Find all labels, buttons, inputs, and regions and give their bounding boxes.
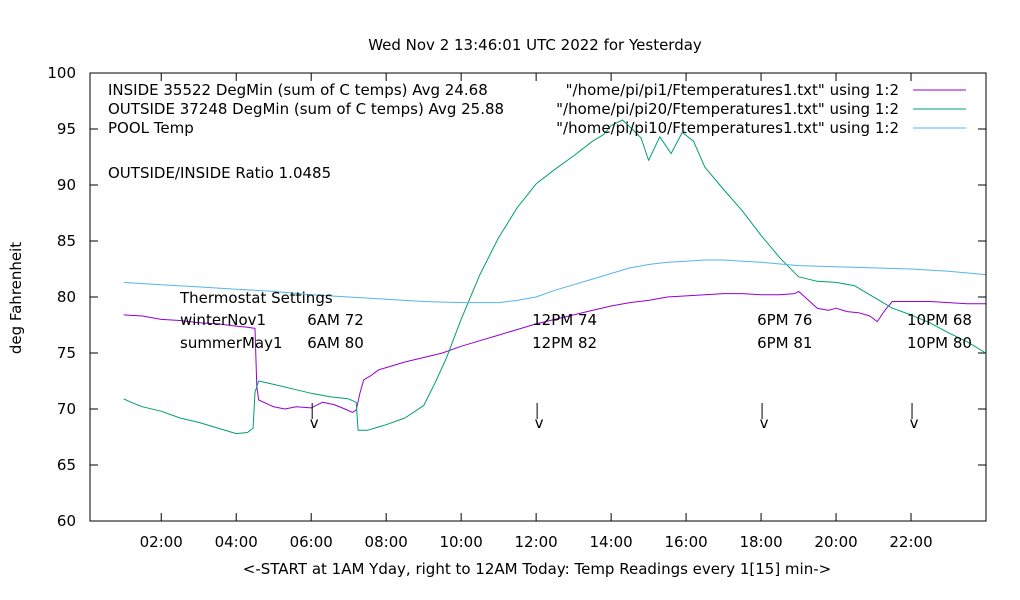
y-tick-label: 80 (57, 288, 76, 306)
x-tick-label: 02:00 (140, 533, 183, 551)
legend: INSIDE 35522 DegMin (sum of C temps) Avg… (108, 81, 966, 137)
series-group (123, 119, 986, 435)
thermostat-row-label: winterNov1 (180, 311, 266, 329)
x-tick-label: 16:00 (664, 533, 707, 551)
y-tick-label: 90 (57, 176, 76, 194)
thermostat-value: 6PM 81 (757, 334, 812, 352)
marker-symbol: v (910, 414, 919, 432)
plot-frame (89, 72, 987, 522)
x-tick-label: 20:00 (814, 533, 857, 551)
thermostat-value: 10PM 68 (907, 311, 972, 329)
legend-entry-source: "/home/pi/pi20/Ftemperatures1.txt" using… (556, 100, 899, 118)
x-tick-label: 14:00 (589, 533, 632, 551)
series-line-0 (123, 290, 986, 413)
x-tick-label: 08:00 (365, 533, 408, 551)
annotations: OUTSIDE/INSIDE Ratio 1.0485 Thermostat S… (108, 164, 333, 307)
thermostat-value: 6PM 76 (757, 311, 812, 329)
thermostat-table: winterNov1 6AM 72 12PM 74 6PM 76 10PM 68 summ… (180, 311, 972, 352)
x-tick-label: 10:00 (440, 533, 483, 551)
x-tick-label: 18:00 (739, 533, 782, 551)
y-tick-label: 60 (57, 512, 76, 530)
thermostat-row-label: summerMay1 (180, 334, 283, 352)
series-line-2 (123, 259, 986, 304)
x-tick-label: 12:00 (515, 533, 558, 551)
marker-symbol: v (535, 414, 544, 432)
y-tick-label: 100 (47, 64, 76, 82)
y-tick-label: 95 (57, 120, 76, 138)
x-tick-label: 06:00 (290, 533, 333, 551)
series-line-1 (123, 119, 986, 435)
legend-entry-source: "/home/pi/pi1/Ftemperatures1.txt" using … (566, 81, 899, 99)
marker-symbol: v (310, 414, 319, 432)
x-tick-label: 22:00 (889, 533, 932, 551)
y-tick-label: 75 (57, 344, 76, 362)
y-tick-label: 65 (57, 456, 76, 474)
thermostat-value: 6AM 72 (307, 311, 364, 329)
chart-title: Wed Nov 2 13:46:01 UTC 2022 for Yesterda… (368, 36, 702, 54)
thermostat-settings-heading: Thermostat Settings (179, 289, 333, 307)
thermostat-value: 10PM 80 (907, 334, 972, 352)
thermostat-value: 12PM 82 (532, 334, 597, 352)
thermostat-value: 6AM 80 (307, 334, 364, 352)
legend-entry-name: INSIDE 35522 DegMin (sum of C temps) Avg… (108, 81, 488, 99)
legend-entry-name: POOL Temp (108, 119, 194, 137)
axes: 60 65 70 75 80 85 90 95 100 02:00 04:00 06:00 08:00 1… (47, 64, 986, 551)
x-axis-label: <-START at 1AM Yday, right to 12AM Today… (243, 560, 831, 578)
y-tick-label: 70 (57, 400, 76, 418)
ratio-annotation: OUTSIDE/INSIDE Ratio 1.0485 (108, 164, 331, 182)
x-tick-label: 04:00 (215, 533, 258, 551)
marker-symbol: v (760, 414, 769, 432)
legend-entry-source: "/home/pi/pi10/Ftemperatures1.txt" using… (556, 119, 899, 137)
y-axis-label: deg Fahrenheit (7, 242, 25, 354)
legend-entry-name: OUTSIDE 37248 DegMin (sum of C temps) Av… (108, 100, 504, 118)
thermostat-value: 12PM 74 (532, 311, 597, 329)
y-tick-label: 85 (57, 232, 76, 250)
